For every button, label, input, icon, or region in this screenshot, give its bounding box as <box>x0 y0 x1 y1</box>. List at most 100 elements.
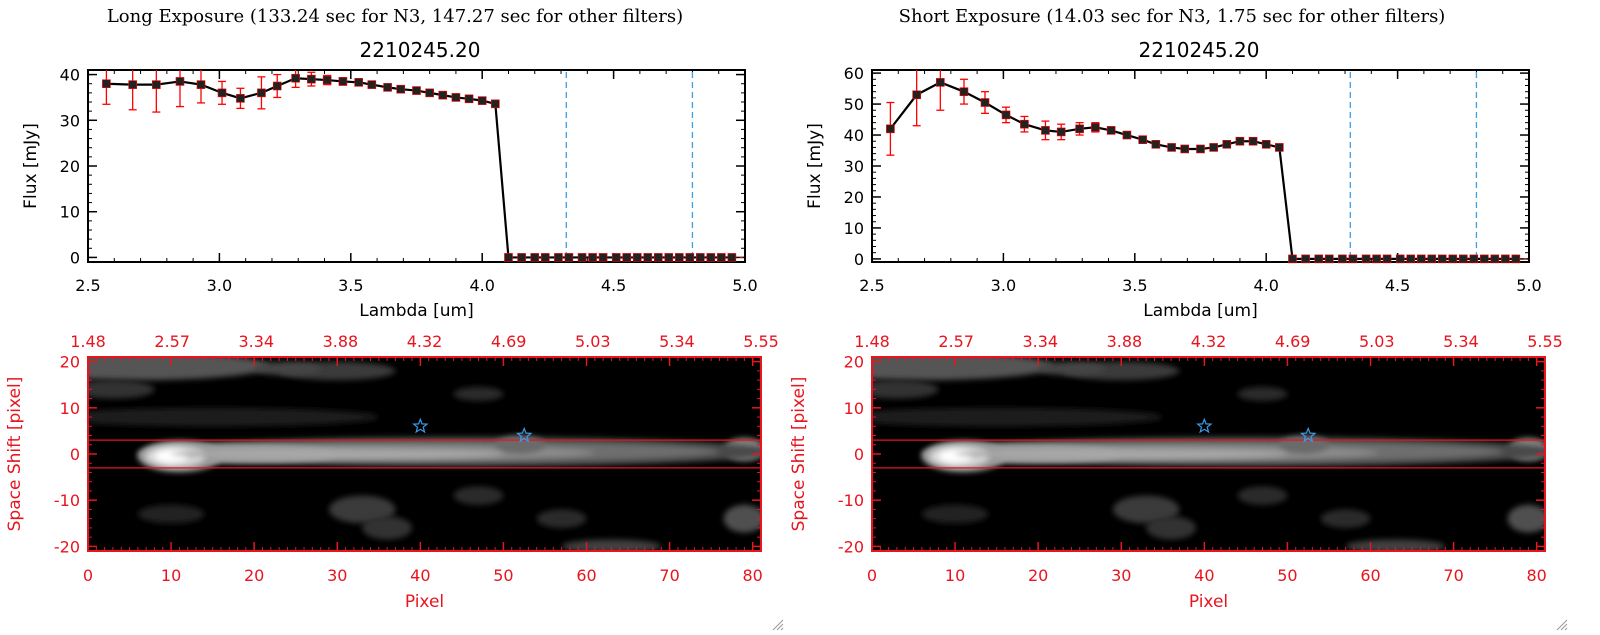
data-point <box>696 253 705 262</box>
right-panel: Short Exposure (14.03 sec for N3, 1.75 s… <box>784 0 1584 631</box>
x-tick-label: 60 <box>1360 566 1380 585</box>
data-point <box>1406 254 1416 264</box>
top-wavelength-label: 1.48 <box>854 332 890 351</box>
x-tick-label: 80 <box>1527 566 1547 585</box>
resize-grip-icon[interactable] <box>1556 616 1568 631</box>
y-tick-label: 10 <box>60 399 80 418</box>
x-axis-label: Pixel <box>405 592 444 612</box>
data-point <box>396 84 406 94</box>
data-point <box>236 94 245 103</box>
spectral-image-short: 0 10 20 30 40 50 60 70 80 1.48 2.57 3.34 3.88 4.32 4.6… <box>789 332 1563 612</box>
x-tick-label: 20 <box>1028 566 1048 585</box>
data-point <box>1395 254 1405 264</box>
top-wavelength-label: 1.48 <box>70 332 106 351</box>
star-marker-icon <box>1196 417 1213 434</box>
y-tick-label: -20 <box>54 537 80 556</box>
x-axis-label: Pixel <box>1189 592 1228 612</box>
data-point <box>1275 143 1284 152</box>
data-point <box>1106 126 1116 135</box>
data-point <box>175 77 185 86</box>
data-point <box>217 88 227 98</box>
data-point <box>912 90 921 100</box>
star-marker-icon <box>412 417 429 434</box>
data-point <box>152 80 161 89</box>
image-feature <box>1237 486 1288 505</box>
data-point <box>886 124 895 134</box>
top-wavelength-label: 5.34 <box>659 332 695 351</box>
x-tick-label: 5.0 <box>1516 276 1541 295</box>
data-point <box>1138 135 1147 144</box>
y-tick-label: 50 <box>844 95 864 114</box>
data-point <box>1041 126 1050 135</box>
right-panel-canvas: Short Exposure (14.03 sec for N3, 1.75 s… <box>789 6 1563 612</box>
data-point <box>727 253 737 262</box>
y-tick-label: 10 <box>60 203 80 222</box>
data-point <box>291 73 300 83</box>
data-point <box>632 253 642 262</box>
y-tick-label: 20 <box>844 188 864 207</box>
x-tick-label: 3.5 <box>338 276 363 295</box>
spectral-trace <box>955 449 1288 459</box>
x-tick-label: 40 <box>410 566 430 585</box>
resize-grip-icon[interactable] <box>772 616 784 631</box>
image-feature <box>88 407 379 427</box>
top-wavelength-label: 3.88 <box>1107 332 1143 351</box>
top-wavelength-label: 4.69 <box>491 332 527 351</box>
x-tick-label: 10 <box>161 566 181 585</box>
spectral-trace <box>171 449 504 459</box>
data-point <box>1448 254 1458 264</box>
y-tick-label: 0 <box>854 445 864 464</box>
data-point <box>1075 124 1084 134</box>
y-tick-label: 20 <box>844 353 864 372</box>
plot-frame <box>871 69 1530 263</box>
data-point <box>1091 122 1100 132</box>
data-point <box>412 86 421 95</box>
top-wavelength-label: 4.32 <box>1191 332 1227 351</box>
top-wavelength-label: 5.55 <box>743 332 779 351</box>
x-tick-label: 40 <box>1194 566 1214 585</box>
image-feature <box>88 380 155 399</box>
data-point <box>1288 254 1297 264</box>
image-feature <box>872 357 1055 381</box>
image-pixels <box>88 357 761 551</box>
y-tick-label: 10 <box>844 399 864 418</box>
data-point <box>1480 254 1489 264</box>
object-id: 2210245.20 <box>1139 38 1260 62</box>
y-tick-label: 60 <box>844 64 864 83</box>
data-point <box>1167 143 1176 152</box>
data-point <box>438 90 448 100</box>
data-point <box>1372 254 1381 264</box>
top-wavelength-label: 3.34 <box>238 332 274 351</box>
image-feature <box>1507 504 1545 533</box>
x-tick-label: 4.0 <box>1253 276 1278 295</box>
image-feature <box>362 516 413 540</box>
series-line <box>889 81 1516 261</box>
x-tick-label: 2.5 <box>75 276 100 295</box>
data-point <box>383 83 392 92</box>
data-point <box>307 74 316 84</box>
x-tick-label: 70 <box>1443 566 1463 585</box>
object-id: 2210245.20 <box>360 38 481 62</box>
x-axis-label: Lambda [um] <box>359 301 473 321</box>
data-point <box>717 253 726 262</box>
data-point <box>1469 254 1479 264</box>
spectrum-plot-long: 2.5 3.0 3.5 4.0 4.5 5.0 0 10 20 30 40 Lambda [um] Fl… <box>21 66 758 321</box>
image-feature <box>872 380 939 399</box>
y-tick-label: 40 <box>844 126 864 145</box>
data-point <box>338 77 348 86</box>
data-point <box>451 93 461 102</box>
image-feature <box>1146 516 1197 540</box>
data-point <box>196 80 206 89</box>
data-point <box>272 81 282 91</box>
x-tick-label: 4.5 <box>601 276 626 295</box>
data-point <box>257 88 266 98</box>
x-tick-label: 30 <box>327 566 347 585</box>
left-panel: Long Exposure (133.24 sec for N3, 147.27… <box>0 0 800 631</box>
spectrum-plot-short: 2.5 3.0 3.5 4.0 4.5 5.0 0 10 20 30 40 50 60 Lambda [u… <box>805 64 1542 321</box>
image-feature <box>723 504 761 533</box>
image-pixels <box>872 357 1545 551</box>
star-marker-icon <box>1299 426 1317 443</box>
data-point <box>936 78 945 87</box>
x-tick-label: 50 <box>1277 566 1297 585</box>
data-point <box>643 253 653 262</box>
